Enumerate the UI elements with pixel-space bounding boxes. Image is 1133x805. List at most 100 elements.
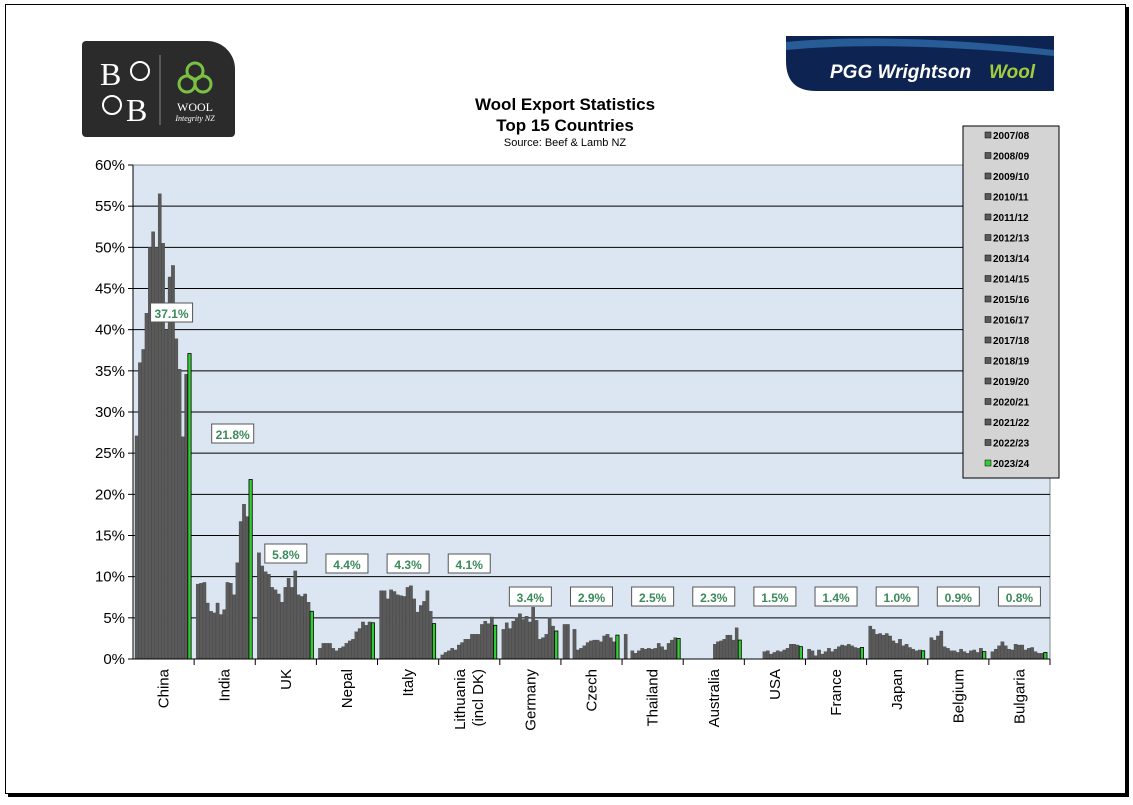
value-label-text: 2.9% [578,591,606,605]
bar [528,621,532,660]
bar [1030,647,1034,660]
value-label-box [447,553,491,574]
legend-swatch [984,152,992,159]
bar [997,645,1001,660]
bar [942,646,947,660]
bar [939,630,944,660]
value-label-text: 3.4% [517,591,545,605]
bar [946,648,950,660]
bar [473,634,478,660]
bar [309,610,314,660]
bar [772,652,777,660]
bar [447,650,451,660]
bar [562,624,567,660]
bar [734,627,739,660]
bar [810,650,815,660]
y-tick-label: 5% [103,610,125,627]
bar [728,634,733,660]
bar [395,594,400,660]
x-category-label: Italy [400,669,417,697]
bar [501,629,506,660]
bar [174,338,179,660]
bar [827,648,831,660]
bar [1003,645,1008,660]
legend-swatch [984,336,992,344]
value-label: 1.5% [753,586,797,607]
legend-swatch [984,459,992,467]
bar [361,621,365,660]
bar [425,590,430,660]
bar [260,565,265,660]
bar [725,634,730,660]
bub-wool-logo-graphic: B B WOOL Integrity NZ [100,55,215,128]
bar [476,634,481,660]
bar [878,633,882,660]
bar [585,642,590,660]
value-label-box [264,543,308,564]
bar [222,609,227,660]
bar [151,231,155,660]
legend-swatch [984,418,992,426]
bar [972,649,977,660]
bar [762,651,767,660]
bar [187,353,192,660]
bar [508,628,512,660]
bar [582,645,587,660]
y-tick-label: 35% [95,363,125,380]
bar [795,644,800,660]
bar [382,590,387,660]
bar [209,611,213,660]
logo-shield-icon [130,61,150,81]
bar [789,644,793,660]
bar [483,620,488,660]
bar [959,648,963,660]
bar [1017,644,1021,660]
bar [167,276,172,660]
bar [205,602,210,660]
bar [450,648,455,660]
bar [653,648,658,660]
legend-swatch [984,357,992,364]
bar [929,637,934,660]
bar [1033,651,1038,660]
legend-swatch [984,275,992,282]
bar [283,587,288,660]
legend-swatch [984,398,992,405]
bar [846,644,851,660]
bar [592,639,597,660]
bar [215,602,220,660]
value-label-box [150,302,194,323]
bar [637,650,641,660]
bar [537,639,542,660]
bar [428,611,433,660]
bar [921,650,926,660]
chart-source: Source: Beef & Lamb NZ [503,137,627,149]
bar [840,644,844,660]
bar [195,583,200,660]
bar [969,650,973,660]
value-label-text: 5.8% [272,548,300,562]
x-category-label: China [156,668,173,708]
bar [257,552,261,660]
legend-swatch [984,213,992,221]
value-label: 1.0% [875,586,919,607]
bar [673,637,678,660]
bar [318,648,322,660]
value-label: 0.9% [936,586,980,607]
bar [219,614,223,660]
value-label-box [211,423,255,444]
bar [521,619,526,660]
chart-title: Wool Export Statistics [474,95,656,114]
bar [544,634,549,660]
bar [334,650,339,660]
bar [225,582,230,660]
bar [713,644,717,660]
logo-letter-b-top: B [100,56,121,92]
bar [949,650,953,660]
value-label-box [875,586,919,607]
bar [235,562,240,660]
legend-swatch [984,377,992,385]
legend-label: 2022/23 [993,439,1030,450]
value-label-text: 21.8% [216,428,250,442]
bar [504,622,509,660]
